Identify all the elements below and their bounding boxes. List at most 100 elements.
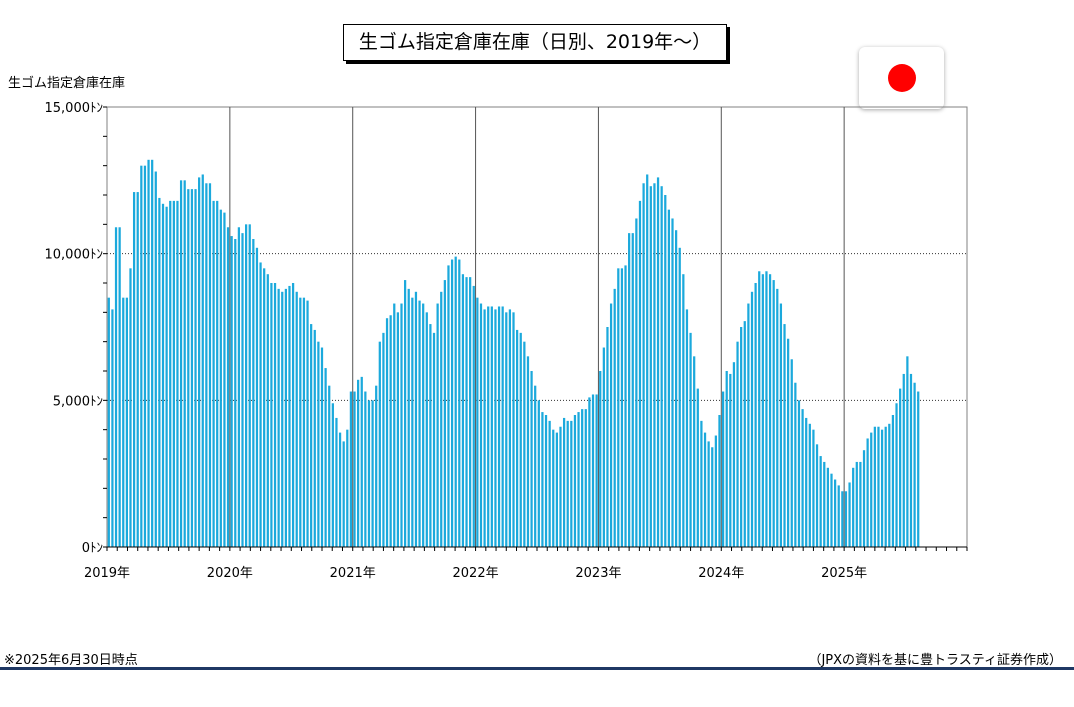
bar xyxy=(624,265,627,547)
bar xyxy=(389,315,392,547)
bar xyxy=(129,268,132,547)
bar xyxy=(277,288,280,547)
bar xyxy=(855,461,858,547)
bar xyxy=(884,426,887,547)
bar xyxy=(682,274,685,547)
bar xyxy=(403,280,407,547)
bar xyxy=(754,283,757,547)
bar xyxy=(537,400,540,547)
chart-title: 生ゴム指定倉庫在庫（日別、2019年～） xyxy=(343,24,727,61)
bar xyxy=(479,303,483,547)
bar xyxy=(436,303,439,547)
bar xyxy=(837,485,840,547)
chart-axes xyxy=(103,106,968,551)
bar xyxy=(772,280,775,547)
bar xyxy=(631,233,634,547)
bar xyxy=(519,332,522,547)
bar xyxy=(714,435,717,547)
bar xyxy=(447,265,450,547)
bar xyxy=(577,412,580,547)
bar xyxy=(805,417,808,547)
bar xyxy=(226,227,230,547)
bar xyxy=(747,303,750,547)
bar xyxy=(338,432,342,547)
bar xyxy=(638,200,642,547)
bar xyxy=(317,341,320,547)
bar xyxy=(516,329,519,547)
bar xyxy=(331,403,334,547)
bar xyxy=(407,288,410,547)
bar xyxy=(422,303,425,547)
bar xyxy=(700,420,703,547)
bar xyxy=(721,391,725,547)
bar xyxy=(472,285,475,547)
bar xyxy=(859,461,862,547)
bar xyxy=(512,312,515,547)
bar xyxy=(353,391,356,547)
bar xyxy=(349,391,353,547)
bar xyxy=(808,423,811,547)
bar xyxy=(830,473,833,547)
bar xyxy=(591,394,595,547)
bar xyxy=(169,200,172,547)
bar xyxy=(241,233,244,547)
bar xyxy=(826,467,829,547)
bar xyxy=(147,159,150,548)
bar xyxy=(801,409,804,547)
bar xyxy=(154,171,157,547)
bar xyxy=(367,400,371,547)
bar xyxy=(161,203,165,548)
bar xyxy=(693,356,696,547)
y-tick-label: 5,000ﾄﾝ xyxy=(53,394,103,409)
bar xyxy=(187,189,190,547)
bar xyxy=(132,192,136,547)
bar xyxy=(906,356,909,547)
bar xyxy=(790,359,793,547)
bar xyxy=(291,283,295,547)
bar xyxy=(501,306,504,547)
bar xyxy=(848,482,851,547)
bar xyxy=(205,183,208,547)
bar xyxy=(823,461,826,547)
bar xyxy=(371,400,374,547)
bar xyxy=(190,189,194,547)
bar xyxy=(245,224,248,547)
bar xyxy=(870,432,873,547)
y-tick-label: 10,000ﾄﾝ xyxy=(45,248,104,263)
bar xyxy=(465,277,468,547)
bar xyxy=(284,288,287,547)
bar xyxy=(599,371,602,547)
bar xyxy=(136,192,139,547)
x-tick-label: 2021年 xyxy=(330,566,376,581)
bar xyxy=(844,491,848,547)
bar xyxy=(595,394,598,547)
bar xyxy=(671,218,674,547)
bar xyxy=(895,403,898,547)
bar xyxy=(328,385,331,547)
bar xyxy=(581,409,584,547)
bar xyxy=(346,429,349,547)
bar xyxy=(425,312,428,547)
bar xyxy=(787,338,790,547)
bar xyxy=(125,297,128,547)
bar xyxy=(646,174,649,547)
japan-flag-icon xyxy=(859,47,944,109)
bar xyxy=(660,186,663,547)
bar xyxy=(396,312,399,547)
bar xyxy=(176,200,179,547)
bar xyxy=(313,329,316,547)
bar xyxy=(779,303,783,547)
bar xyxy=(360,376,363,547)
bottom-rule xyxy=(0,667,1074,670)
bar xyxy=(320,347,324,547)
bar xyxy=(140,165,143,548)
bar xyxy=(891,415,895,547)
bar xyxy=(487,306,490,547)
bar xyxy=(617,268,620,547)
bar xyxy=(750,291,754,547)
bar xyxy=(158,197,161,547)
y-tick-label: 15,000ﾄﾝ xyxy=(45,101,104,116)
bar xyxy=(570,420,573,547)
bar xyxy=(230,236,233,547)
